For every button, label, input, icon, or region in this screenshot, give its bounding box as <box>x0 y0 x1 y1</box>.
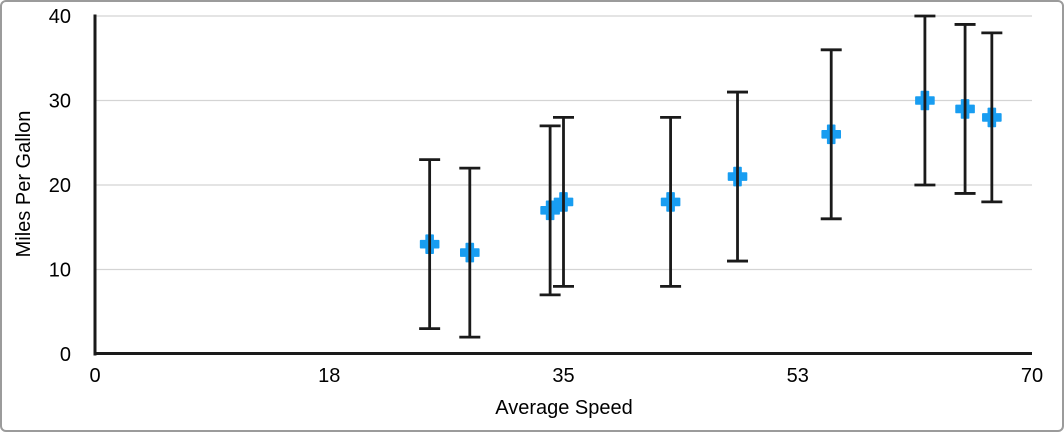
error-bar[interactable] <box>914 14 936 187</box>
error-bar[interactable] <box>660 116 682 288</box>
y-tick-label: 30 <box>49 91 71 113</box>
y-tick-label: 20 <box>49 175 71 197</box>
error-bar[interactable] <box>820 48 842 221</box>
x-tick-label: 18 <box>318 365 340 387</box>
y-axis-title: Miles Per Gallon <box>13 110 35 258</box>
x-tick-label: 70 <box>1021 365 1043 387</box>
x-tick-label: 35 <box>552 365 574 387</box>
x-tick-label: 0 <box>89 365 100 387</box>
error-bar[interactable] <box>459 166 481 339</box>
y-tick-label: 40 <box>49 6 71 28</box>
error-bar[interactable] <box>981 31 1003 204</box>
y-tick-label: 10 <box>49 260 71 282</box>
error-bar[interactable] <box>539 124 561 297</box>
error-bar[interactable] <box>727 90 749 263</box>
error-bar[interactable] <box>419 158 441 331</box>
error-bar[interactable] <box>553 116 574 288</box>
y-tick-label: 0 <box>60 344 71 366</box>
error-bar[interactable] <box>954 23 976 195</box>
x-tick-label: 53 <box>787 365 809 387</box>
x-axis-title: Average Speed <box>495 397 633 419</box>
